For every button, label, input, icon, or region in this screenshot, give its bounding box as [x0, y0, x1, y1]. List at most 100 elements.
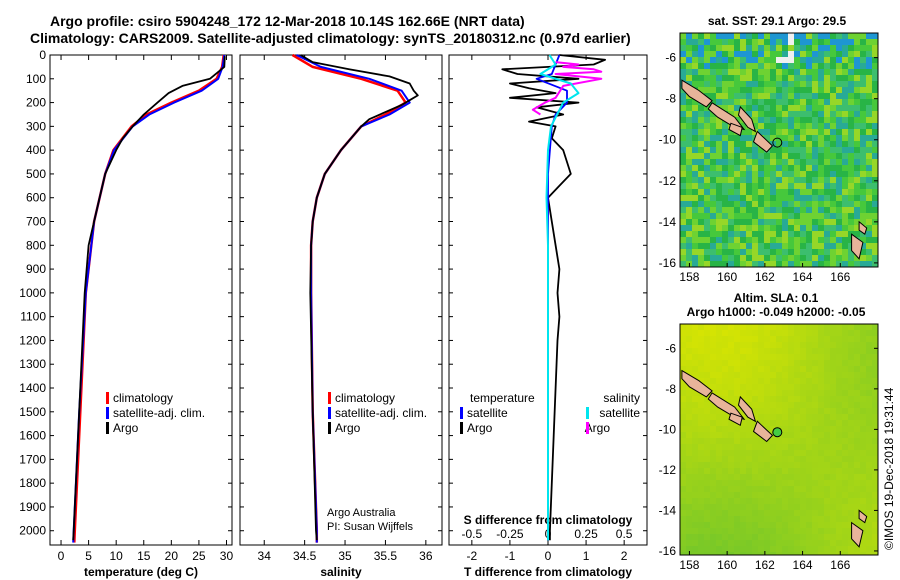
- island-4: [752, 420, 774, 443]
- map-y-tick-label: -12: [659, 463, 677, 477]
- series-temp-argo: [72, 56, 226, 541]
- legend-tdiff-argo-swatch: [460, 422, 463, 434]
- panel-frame-2: [239, 54, 443, 546]
- legend-sal-0-label: climatology: [335, 391, 395, 405]
- legend-salinity-title: salinity: [603, 391, 640, 405]
- island-4: [752, 130, 774, 153]
- map-y-tick-label: -10: [659, 422, 677, 436]
- map-y-tick-label: -12: [659, 174, 677, 188]
- depth-tick-label: 1600: [19, 429, 46, 443]
- series-temp-satellite: [72, 54, 226, 543]
- x-axis-label: salinity: [320, 565, 362, 579]
- map-y-tick-label: -6: [665, 51, 676, 65]
- s-tick-label: -0.5: [462, 527, 483, 541]
- s-tick-label: -0.25: [496, 527, 524, 541]
- legend-sdiff-sat-label: satellite: [599, 406, 640, 420]
- legend-sal-0-swatch: [328, 392, 331, 404]
- series-sal-climatology: [291, 53, 407, 543]
- map-y-tick-label: -14: [659, 215, 677, 229]
- depth-tick-label: 1800: [19, 476, 46, 490]
- depth-tick-label: 400: [26, 143, 46, 157]
- legend-sal-1-swatch: [328, 407, 331, 419]
- map-x-tick-label: 158: [679, 270, 699, 284]
- depth-tick-label: 100: [26, 72, 46, 86]
- legend-sdiff-argo-label: Argo: [585, 421, 611, 435]
- depth-tick-label: 1500: [19, 405, 46, 419]
- map-frame-sst: [679, 32, 879, 268]
- map-sst: [680, 33, 878, 267]
- map-y-tick-label: -8: [665, 92, 676, 106]
- x-tick-label: 2: [621, 549, 628, 563]
- island-6: [858, 509, 868, 524]
- depth-tick-label: 2000: [19, 524, 46, 538]
- map-frame-sla: [679, 323, 879, 556]
- x-tick-label: -2: [467, 549, 478, 563]
- legend-temp-2-label: Argo: [113, 421, 139, 435]
- depth-tick-label: 300: [26, 119, 46, 133]
- legend-sal-2-label: Argo: [335, 421, 361, 435]
- legend-sdiff-sat-swatch: [586, 407, 589, 419]
- map-x-tick-label: 164: [793, 558, 813, 572]
- header-line-1: Argo profile: csiro 5904248_172 12-Mar-2…: [50, 13, 525, 29]
- x-tick-label: 36: [419, 549, 433, 563]
- island-5: [851, 233, 864, 260]
- annotation-argo-australia: Argo Australia: [327, 507, 396, 519]
- legend-temp-0-swatch: [106, 392, 109, 404]
- map-sla-title-2: Argo h1000: -0.049 h2000: -0.05: [687, 305, 866, 319]
- legend-tdiff-argo-label: Argo: [467, 421, 493, 435]
- series-tdiff-argo: [501, 54, 606, 541]
- x-tick-label: 34.5: [293, 549, 317, 563]
- legend-sal-2-swatch: [328, 422, 331, 434]
- legend-tdiff-sat-label: satellite: [467, 406, 508, 420]
- map-y-tick-label: -8: [665, 382, 676, 396]
- map-x-tick-label: 160: [717, 558, 737, 572]
- x-tick-label: 15: [137, 549, 151, 563]
- annotation-pi: PI: Susan Wijffels: [327, 521, 413, 533]
- x-tick-label: 10: [110, 549, 124, 563]
- legend-tdiff-sat-swatch: [460, 407, 463, 419]
- legend-temperature-title: temperature: [470, 391, 535, 405]
- legend-temp-0-label: climatology: [113, 391, 173, 405]
- map-x-tick-label: 166: [830, 558, 850, 572]
- depth-tick-label: 200: [26, 96, 46, 110]
- map-sst-title: sat. SST: 29.1 Argo: 29.5: [708, 14, 847, 28]
- series-sdiff-argo: [531, 61, 603, 116]
- island-6: [858, 220, 868, 236]
- depth-tick-label: 1900: [19, 500, 46, 514]
- map-sla-title-1: Altim. SLA: 0.1: [734, 291, 819, 305]
- map-x-tick-label: 158: [679, 558, 699, 572]
- x-tick-label: 35.5: [374, 549, 398, 563]
- depth-tick-label: 500: [26, 167, 46, 181]
- x-tick-label: 5: [85, 549, 92, 563]
- series-sdiff-satellite: [539, 54, 580, 541]
- map-x-tick-label: 164: [793, 270, 813, 284]
- map-x-tick-label: 166: [830, 270, 850, 284]
- legend-sdiff-argo-swatch: [586, 422, 589, 434]
- map-x-tick-label: 162: [755, 270, 775, 284]
- x-tick-label: 0: [545, 549, 552, 563]
- island-3: [737, 105, 757, 133]
- x-tick-label: 35: [338, 549, 352, 563]
- depth-tick-label: 800: [26, 238, 46, 252]
- x-axis-label: T difference from climatology: [464, 565, 632, 579]
- island-5: [851, 521, 864, 548]
- x-tick-label: -1: [505, 549, 516, 563]
- depth-tick-label: 1100: [20, 310, 46, 324]
- island-2: [728, 122, 743, 137]
- depth-tick-label: 1700: [19, 452, 46, 466]
- legend-temp-1-label: satellite-adj. clim.: [113, 406, 205, 420]
- depth-tick-label: 900: [26, 262, 46, 276]
- map-y-tick-label: -16: [659, 256, 677, 270]
- header-line-2: Climatology: CARS2009. Satellite-adjuste…: [30, 30, 631, 46]
- map-y-tick-label: -14: [659, 503, 677, 517]
- x-tick-label: 34: [258, 549, 272, 563]
- map-y-tick-label: -10: [659, 133, 677, 147]
- x-tick-label: 30: [220, 549, 234, 563]
- legend-temp-1-swatch: [106, 407, 109, 419]
- depth-tick-label: 1200: [19, 333, 46, 347]
- imos-watermark: ©IMOS 19-Dec-2018 19:31:44: [882, 387, 896, 550]
- map-y-tick-label: -6: [665, 341, 676, 355]
- island-3: [737, 395, 757, 423]
- x-tick-label: 25: [192, 549, 206, 563]
- panel-frame-1: [49, 54, 233, 546]
